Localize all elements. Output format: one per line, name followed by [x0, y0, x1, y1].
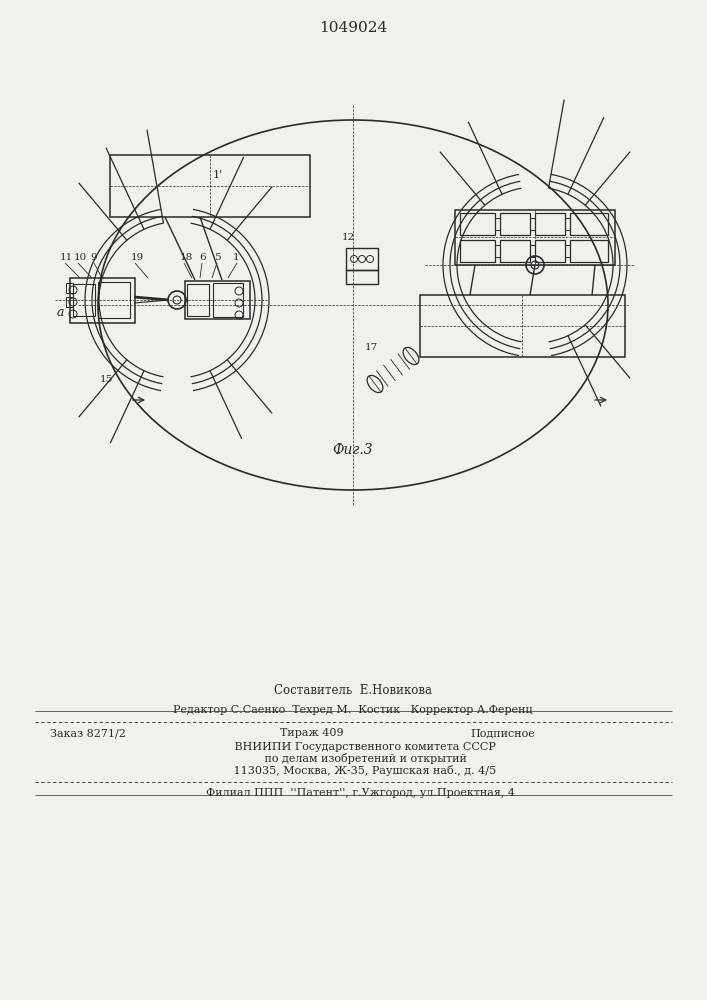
Text: 17: 17 — [365, 344, 378, 353]
Bar — [66, 283, 73, 293]
Bar — [420, 295, 625, 357]
Text: Заказ 8271/2: Заказ 8271/2 — [50, 728, 126, 738]
Bar — [187, 284, 209, 316]
Bar — [495, 218, 500, 230]
Text: 12: 12 — [342, 233, 355, 242]
Text: Филиал ППП  ''Патент'', г.Ужгород, ул.Проектная, 4: Филиал ППП ''Патент'', г.Ужгород, ул.Про… — [192, 788, 515, 798]
Text: a: a — [57, 306, 64, 318]
Bar — [98, 282, 130, 318]
Text: 11: 11 — [60, 253, 74, 262]
Text: 15: 15 — [100, 375, 113, 384]
Text: 5: 5 — [214, 253, 221, 262]
Bar — [570, 213, 608, 235]
Text: Подписное: Подписное — [470, 728, 534, 738]
Text: 10: 10 — [74, 253, 87, 262]
Bar — [213, 283, 243, 317]
Bar — [565, 245, 570, 257]
Text: 113035, Москва, Ж-35, Раушская наб., д. 4/5: 113035, Москва, Ж-35, Раушская наб., д. … — [209, 766, 496, 776]
Bar — [346, 270, 378, 284]
Bar — [530, 218, 535, 230]
Bar — [73, 284, 95, 316]
Bar — [70, 278, 135, 323]
Bar — [535, 240, 565, 262]
Text: Составитель  Е.Новикова: Составитель Е.Новикова — [274, 684, 432, 696]
Bar — [455, 210, 615, 265]
Text: 19: 19 — [131, 253, 144, 262]
Bar — [530, 245, 535, 257]
Bar — [570, 240, 608, 262]
Bar — [460, 213, 495, 235]
Text: 9: 9 — [90, 253, 97, 262]
Text: по делам изобретений и открытий: по делам изобретений и открытий — [240, 754, 467, 764]
Bar — [500, 213, 530, 235]
Bar — [66, 297, 73, 307]
Bar — [460, 240, 495, 262]
Text: Фиг.3: Фиг.3 — [333, 443, 373, 457]
Bar — [500, 240, 530, 262]
Bar — [495, 245, 500, 257]
Bar — [185, 281, 250, 319]
Text: 6: 6 — [199, 253, 206, 262]
Text: 1: 1 — [233, 253, 240, 262]
Text: 1049024: 1049024 — [319, 21, 387, 35]
Bar — [110, 155, 310, 217]
Text: Редактор С.Саенко  Техред М.  Костик   Корректор А.Ференц: Редактор С.Саенко Техред М. Костик Корре… — [173, 705, 533, 715]
Bar — [535, 213, 565, 235]
Bar — [346, 248, 378, 270]
Text: Тираж 409: Тираж 409 — [280, 728, 344, 738]
Bar — [565, 218, 570, 230]
Text: ВНИИПИ Государственного комитета СССР: ВНИИПИ Государственного комитета СССР — [210, 742, 496, 752]
Text: 18: 18 — [180, 253, 193, 262]
Text: 1': 1' — [213, 170, 223, 180]
